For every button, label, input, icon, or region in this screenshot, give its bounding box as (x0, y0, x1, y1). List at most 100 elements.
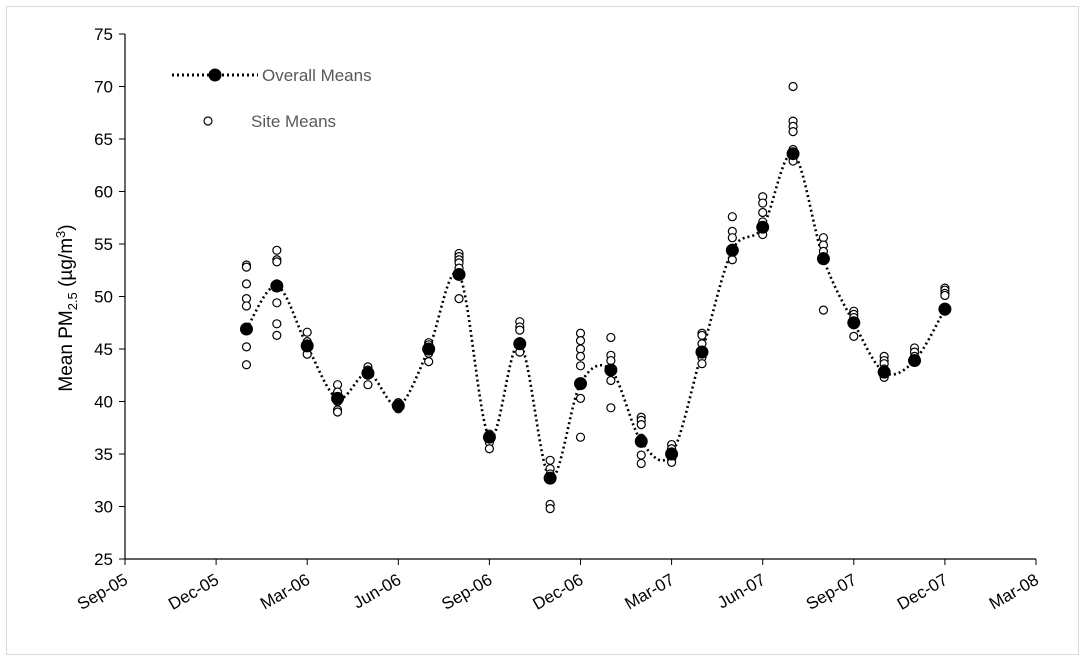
overall-mean-point (665, 447, 679, 461)
overall-mean-point (877, 365, 891, 379)
site-mean-point (575, 351, 586, 361)
site-mean-point (788, 127, 798, 137)
x-tick-label: Sep-07 (803, 570, 860, 614)
site-mean-point (272, 298, 282, 308)
overall-means-points (239, 147, 952, 485)
overall-mean-point (816, 252, 830, 266)
site-mean-point (545, 504, 555, 514)
site-mean-point (575, 432, 586, 442)
x-tick-label: Jun-07 (714, 570, 769, 612)
site-mean-point (241, 342, 252, 352)
site-mean-point (363, 380, 373, 390)
overall-mean-point (574, 377, 587, 391)
site-mean-point (515, 325, 525, 335)
y-tick-label: 35 (94, 445, 113, 464)
y-tick-label: 40 (94, 393, 113, 412)
y-tick-label: 30 (94, 498, 113, 517)
legend-overall-label: Overall Means (262, 66, 372, 85)
overall-means-curve (245, 152, 947, 480)
x-axis-ticks: Sep-05 Dec-05 Mar-06 Jun-06 Sep-06 Dec-06 Mar-… (74, 559, 1042, 614)
site-mean-point (302, 327, 312, 337)
site-mean-point (697, 330, 707, 340)
site-mean-point (545, 455, 555, 465)
y-tick-label: 25 (94, 550, 113, 569)
legend-overall-marker (208, 68, 222, 82)
site-mean-point (272, 257, 282, 267)
x-tick-label: Mar-07 (621, 570, 677, 613)
overall-mean-point (331, 391, 345, 405)
site-mean-point (606, 403, 616, 413)
site-mean-point (636, 458, 646, 469)
site-mean-point (575, 336, 586, 346)
overall-mean-point (452, 267, 466, 281)
site-mean-point (575, 361, 586, 371)
x-tick-label: Mar-08 (986, 570, 1042, 613)
y-tick-label: 50 (94, 288, 113, 307)
site-mean-point (272, 319, 282, 329)
overall-mean-point (422, 342, 436, 356)
x-tick-label: Sep-05 (74, 570, 131, 614)
x-tick-label: Dec-05 (165, 570, 222, 614)
x-tick-label: Dec-06 (530, 570, 587, 614)
overall-mean-point (908, 354, 922, 368)
site-mean-point (788, 81, 798, 92)
overall-mean-point (847, 316, 861, 330)
site-mean-point (484, 444, 494, 454)
x-tick-label: Sep-06 (438, 570, 495, 614)
overall-mean-point (270, 279, 284, 293)
chart-frame (6, 6, 1079, 655)
overall-mean-point (482, 430, 496, 444)
overall-mean-point (361, 366, 375, 380)
site-mean-point (241, 301, 252, 311)
site-mean-point (636, 420, 646, 430)
x-tick-label: Mar-06 (257, 570, 313, 613)
overall-mean-point (634, 434, 648, 448)
site-mean-point (849, 331, 859, 341)
overall-mean-point (756, 220, 770, 234)
overall-means-line (245, 152, 947, 480)
legend-site-marker (203, 116, 213, 126)
site-mean-point (241, 279, 252, 289)
x-tick-label: Jun-06 (350, 570, 405, 612)
site-mean-point (454, 294, 464, 304)
site-mean-point (424, 357, 434, 367)
site-mean-point (332, 407, 343, 417)
site-mean-point (272, 330, 282, 340)
site-mean-point (606, 355, 616, 366)
y-tick-label: 65 (94, 130, 113, 149)
overall-mean-point (300, 339, 314, 353)
overall-mean-point (543, 471, 557, 485)
overall-mean-point (938, 302, 952, 316)
site-mean-point (241, 262, 252, 272)
site-mean-point (818, 305, 829, 315)
site-mean-point (241, 360, 252, 370)
site-mean-point (727, 233, 737, 243)
site-mean-point (575, 393, 586, 403)
overall-mean-point (391, 399, 405, 413)
x-tick-label: Dec-07 (894, 570, 951, 614)
y-axis-title: Mean PM2.5 (µg/m3) (53, 224, 80, 391)
y-tick-label: 75 (94, 25, 113, 44)
overall-mean-point (604, 363, 618, 377)
site-mean-point (727, 255, 737, 265)
legend-site-label: Site Means (251, 112, 336, 131)
site-mean-point (606, 375, 616, 386)
site-mean-point (758, 198, 768, 208)
overall-mean-point (695, 345, 709, 359)
site-mean-point (606, 332, 616, 343)
overall-mean-point (239, 322, 253, 336)
site-means-points (241, 81, 950, 514)
site-mean-point (727, 212, 737, 222)
overall-mean-point (725, 243, 739, 257)
site-mean-point (697, 359, 707, 369)
y-tick-label: 45 (94, 340, 113, 359)
site-mean-point (758, 207, 768, 218)
site-mean-point (272, 245, 282, 255)
site-mean-point (940, 290, 950, 301)
site-mean-point (636, 450, 646, 460)
y-axis-ticks: 25 30 35 40 45 50 55 60 65 70 75 (94, 25, 125, 569)
y-tick-label: 60 (94, 183, 113, 202)
y-tick-label: 55 (94, 235, 113, 254)
overall-mean-point (513, 337, 527, 351)
